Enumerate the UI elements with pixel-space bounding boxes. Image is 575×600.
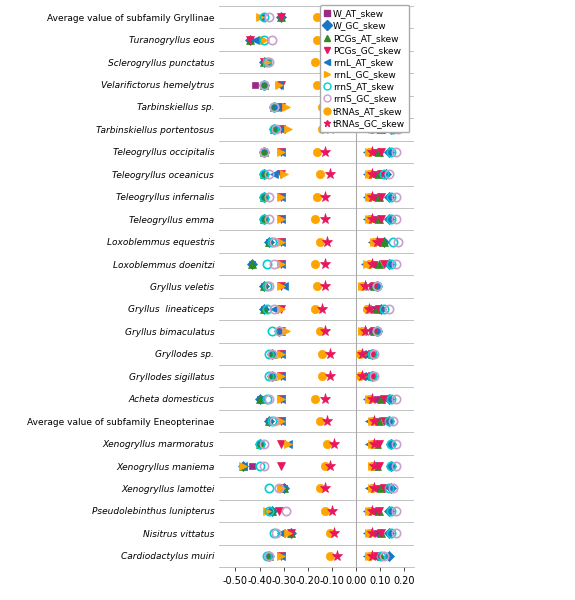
Legend: W_AT_skew, W_GC_skew, PCGs_AT_skew, PCGs_GC_skew, rrnL_AT_skew, rrnL_GC_skew, rr: W_AT_skew, W_GC_skew, PCGs_AT_skew, PCGs… <box>320 5 409 133</box>
